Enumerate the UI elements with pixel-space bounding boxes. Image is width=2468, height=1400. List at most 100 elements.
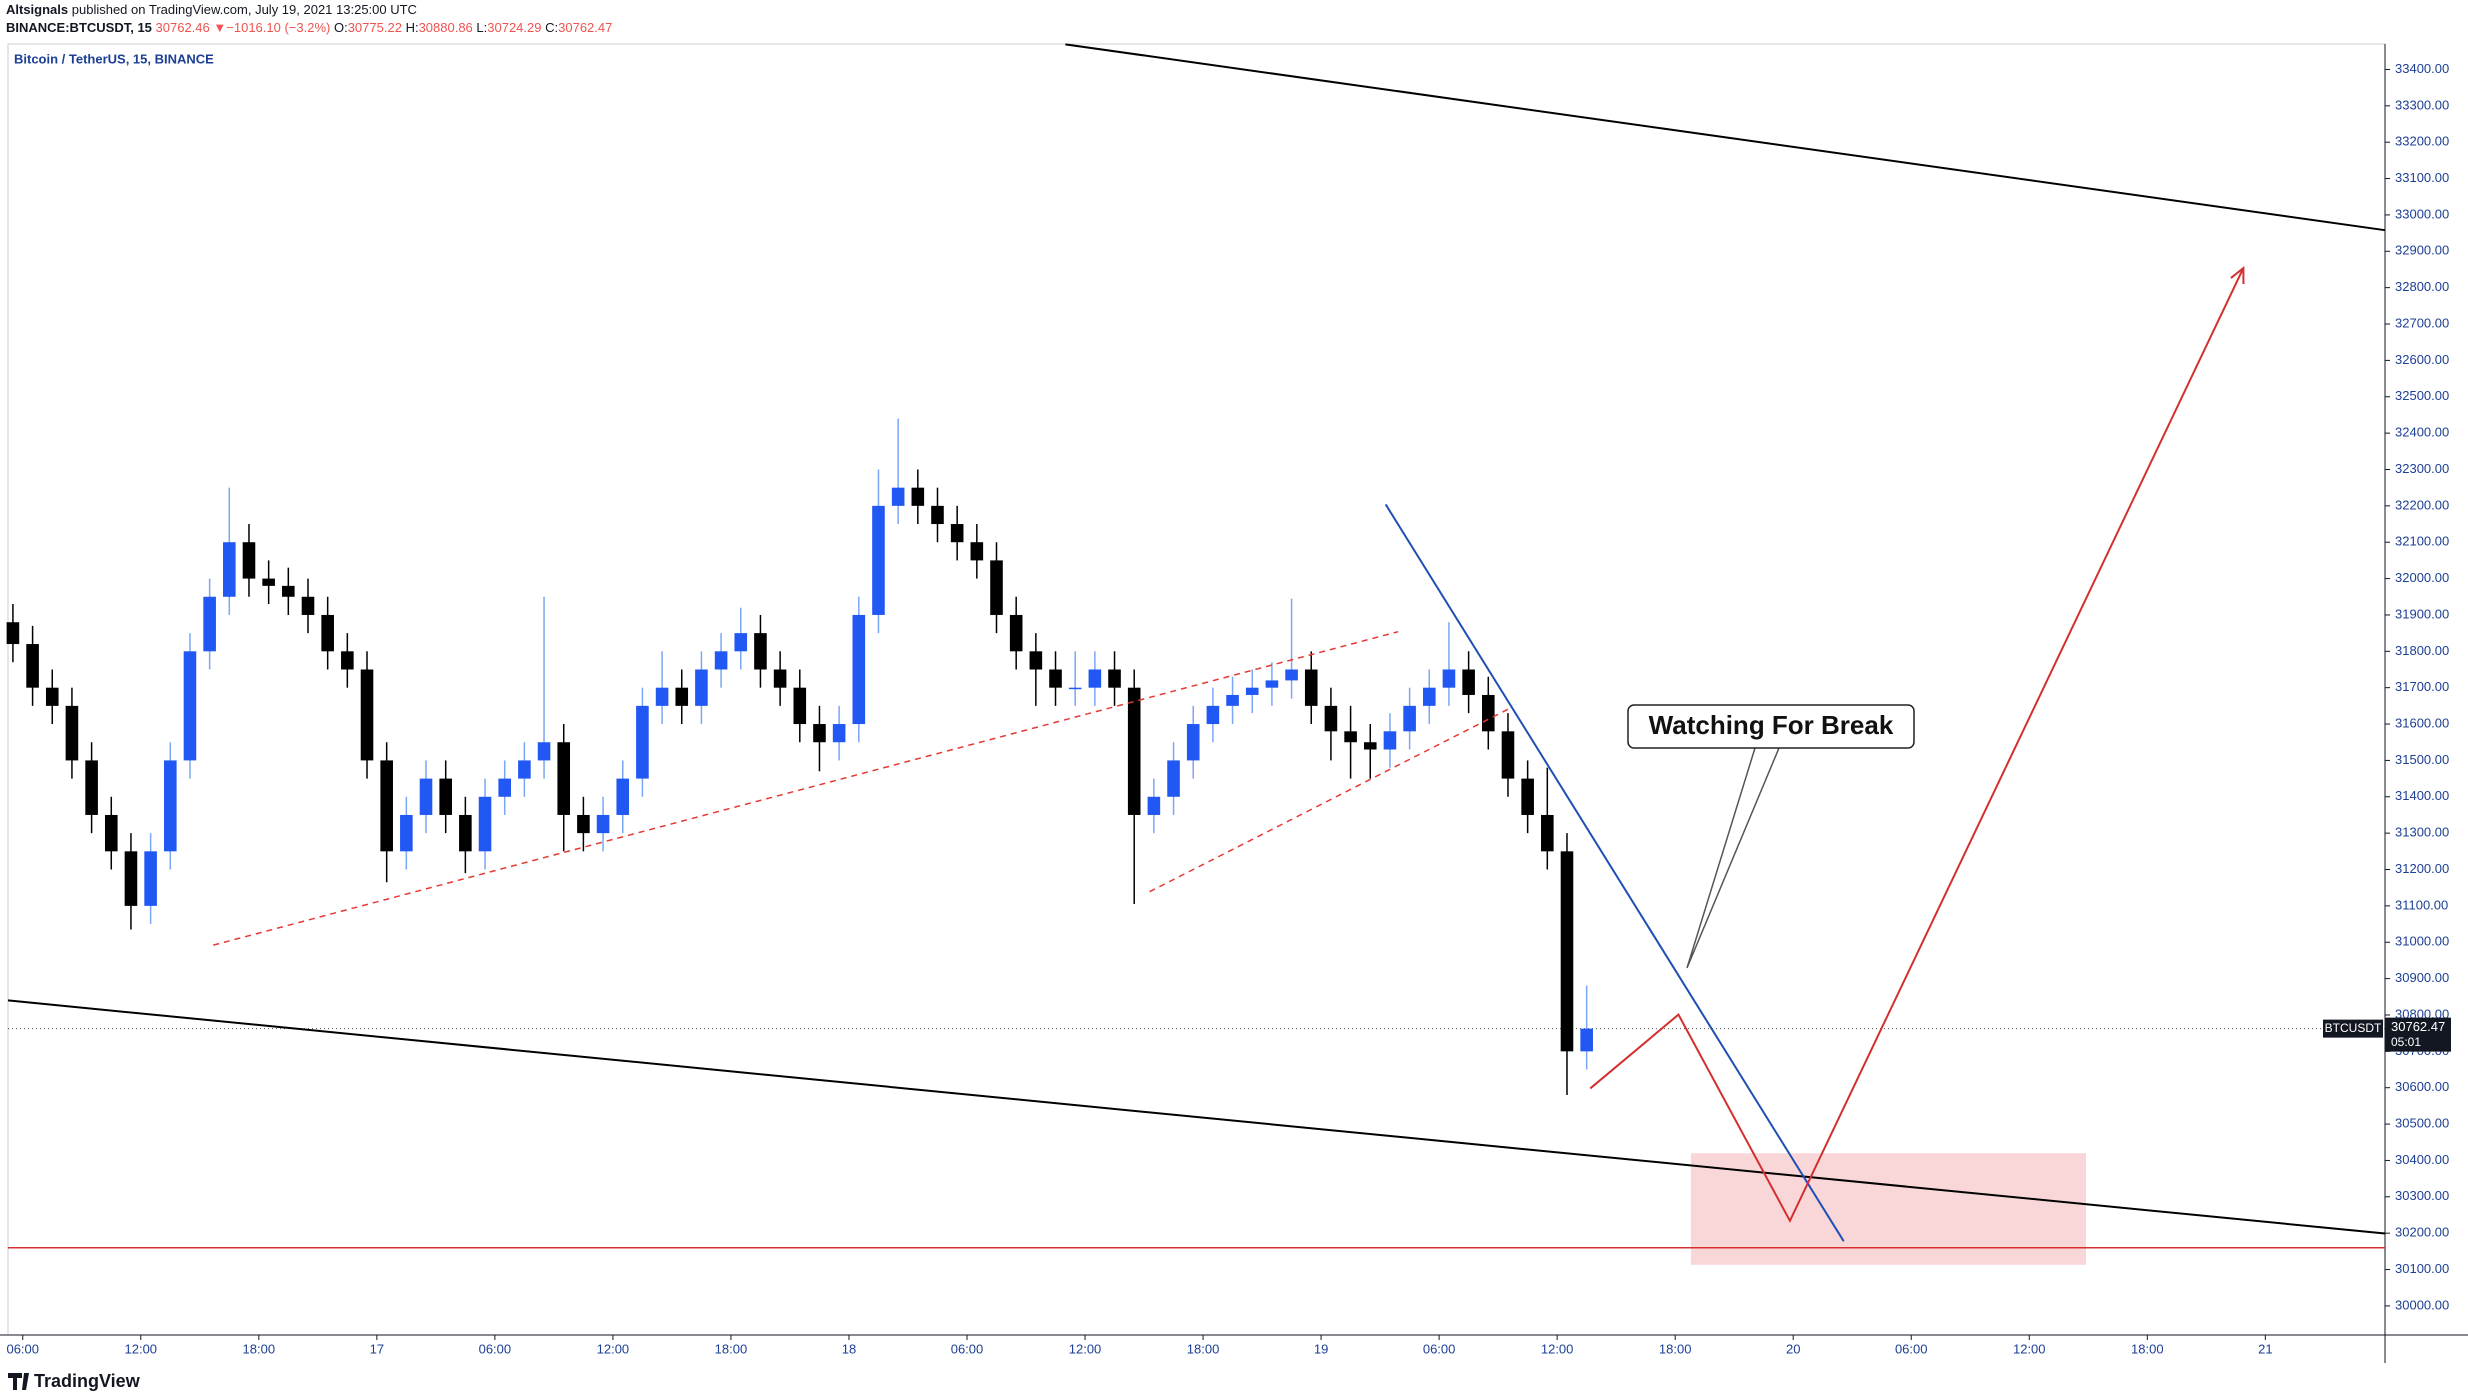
candle-body — [1541, 814, 1554, 852]
candle-body — [1344, 731, 1357, 743]
candle-body — [734, 633, 748, 652]
candle-body — [341, 651, 354, 670]
x-tick-label: 18 — [842, 1341, 856, 1356]
y-tick-label: 30200.00 — [2395, 1225, 2449, 1240]
candle-body — [1226, 694, 1239, 706]
candle-body — [262, 578, 275, 586]
candle-body — [537, 742, 551, 761]
candle-body — [1324, 705, 1338, 732]
series-legend: Bitcoin / TetherUS, 15, BINANCE — [14, 51, 214, 66]
candle-body — [636, 705, 649, 779]
callout-pointer — [1686, 747, 1780, 969]
candle-body — [714, 651, 728, 670]
candle-body — [1462, 669, 1475, 695]
c-label: C: — [545, 20, 558, 35]
y-tick-label: 32400.00 — [2395, 425, 2449, 440]
y-tick-label: 33000.00 — [2395, 206, 2449, 221]
candle-body — [911, 487, 925, 506]
logo-mark — [8, 1373, 29, 1390]
y-tick-label: 33400.00 — [2395, 61, 2449, 76]
x-tick-label: 12:00 — [2013, 1341, 2046, 1356]
x-tick-label: 18:00 — [1187, 1341, 1220, 1356]
price-tag-text: 30762.47 — [2391, 1019, 2445, 1034]
header-line-1: Altsignals published on TradingView.com,… — [6, 2, 417, 17]
x-tick-label: 12:00 — [1069, 1341, 1102, 1356]
candle-body — [891, 487, 905, 506]
candle-body — [1108, 669, 1121, 688]
y-tick-label: 32000.00 — [2395, 570, 2449, 585]
last: 30762.46 — [156, 20, 210, 35]
trend-line — [7, 999, 2386, 1235]
candle-body — [301, 596, 315, 615]
candle-body — [872, 505, 885, 615]
candle-body — [754, 633, 767, 670]
trend-line — [1589, 267, 2245, 1224]
x-tick-label: 12:00 — [1541, 1341, 1574, 1356]
candle-body — [1363, 742, 1377, 750]
x-tick-label: 06:00 — [479, 1341, 512, 1356]
candle-body — [498, 778, 512, 797]
x-tick-label: 18:00 — [715, 1341, 748, 1356]
candle-body — [26, 644, 39, 688]
x-tick-label: 20 — [1786, 1341, 1800, 1356]
y-tick-label: 32300.00 — [2395, 461, 2449, 476]
candle-body — [1501, 731, 1515, 779]
candle-body — [832, 724, 846, 743]
candle-body — [419, 778, 433, 815]
y-tick-label: 32600.00 — [2395, 352, 2449, 367]
candle-body — [144, 851, 157, 906]
x-tick-label: 21 — [2258, 1341, 2272, 1356]
y-tick-label: 33300.00 — [2395, 97, 2449, 112]
candle-body — [163, 760, 177, 852]
candle-body — [183, 651, 197, 761]
candle-body — [1560, 851, 1574, 1052]
h-label: H: — [406, 20, 419, 35]
candle-body — [1422, 687, 1436, 706]
candle-body — [65, 705, 79, 761]
candle-body — [439, 778, 452, 815]
y-tick-label: 32200.00 — [2395, 497, 2449, 512]
candle-body — [6, 622, 20, 645]
candle-body — [1521, 778, 1534, 815]
candle-body — [813, 724, 826, 743]
symbol-tag — [2323, 1019, 2383, 1038]
y-tick-label: 31500.00 — [2395, 752, 2449, 767]
y-tick-label: 33200.00 — [2395, 134, 2449, 149]
x-tick-label: 18:00 — [2131, 1341, 2164, 1356]
candle-body — [852, 614, 866, 725]
y-tick-label: 30300.00 — [2395, 1188, 2449, 1203]
y-tick-label: 30600.00 — [2395, 1079, 2449, 1094]
symbol-tag-text: BTCUSDT — [2325, 1021, 2382, 1035]
x-tick-label: 12:00 — [125, 1341, 158, 1356]
brand: TradingView — [34, 1371, 141, 1391]
candle-body — [400, 814, 413, 852]
callout-box — [1627, 704, 1915, 749]
y-tick-label: 30500.00 — [2395, 1116, 2449, 1131]
candle-body — [616, 778, 630, 815]
y-tick-label: 30100.00 — [2395, 1261, 2449, 1276]
candle-body — [1265, 680, 1279, 688]
candle-body — [950, 524, 964, 543]
candle-body — [478, 796, 492, 852]
x-tick-label: 19 — [1314, 1341, 1328, 1356]
trend-line — [1065, 43, 2386, 232]
y-tick-label: 31600.00 — [2395, 715, 2449, 730]
y-tick-label: 30000.00 — [2395, 1297, 2449, 1312]
candle-body — [360, 669, 374, 761]
candle-body — [1580, 1028, 1593, 1052]
author: Altsignals — [6, 2, 68, 17]
candle-body — [1049, 669, 1062, 688]
candle-body — [1186, 724, 1200, 761]
candle-body — [203, 596, 216, 652]
candle-body — [104, 814, 118, 852]
y-tick-label: 31200.00 — [2395, 861, 2449, 876]
published: published on TradingView.com, July 19, 2… — [72, 2, 417, 17]
candle-body — [1147, 796, 1161, 815]
candle-body — [1304, 669, 1318, 706]
y-tick-label: 32500.00 — [2395, 388, 2449, 403]
candle-body — [1206, 705, 1220, 725]
y-tick-label: 30400.00 — [2395, 1152, 2449, 1167]
y-tick-label: 31100.00 — [2395, 897, 2448, 912]
candle-body — [1403, 705, 1416, 732]
header-line-2: BINANCE:BTCUSDT, 15 30762.46 ▼−1016.10 (… — [6, 20, 612, 35]
